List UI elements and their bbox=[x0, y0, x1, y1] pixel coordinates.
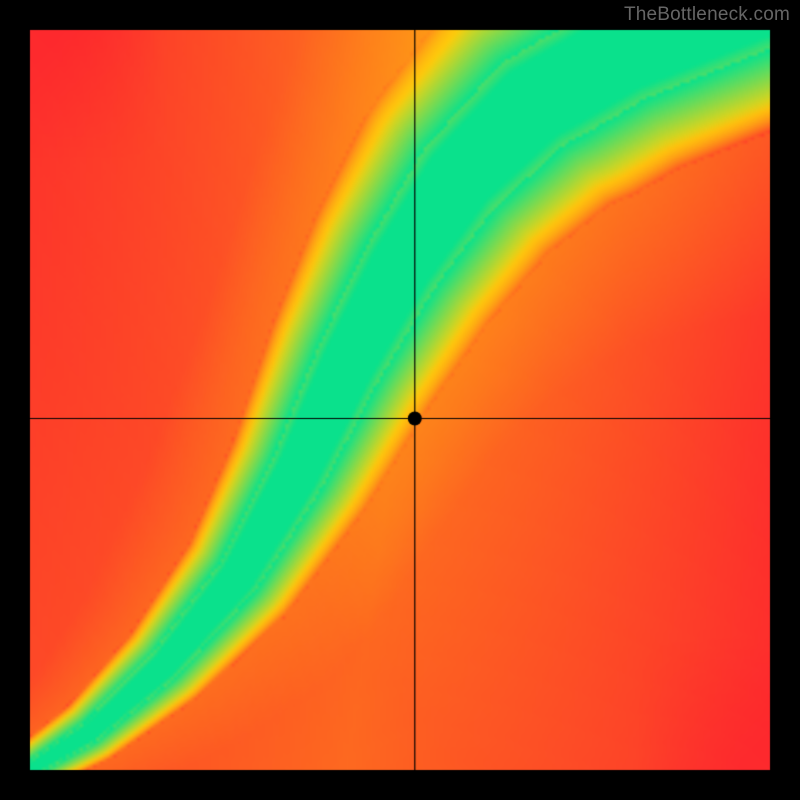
heatmap-canvas bbox=[0, 0, 800, 800]
chart-container: TheBottleneck.com bbox=[0, 0, 800, 800]
watermark-text: TheBottleneck.com bbox=[624, 4, 790, 26]
